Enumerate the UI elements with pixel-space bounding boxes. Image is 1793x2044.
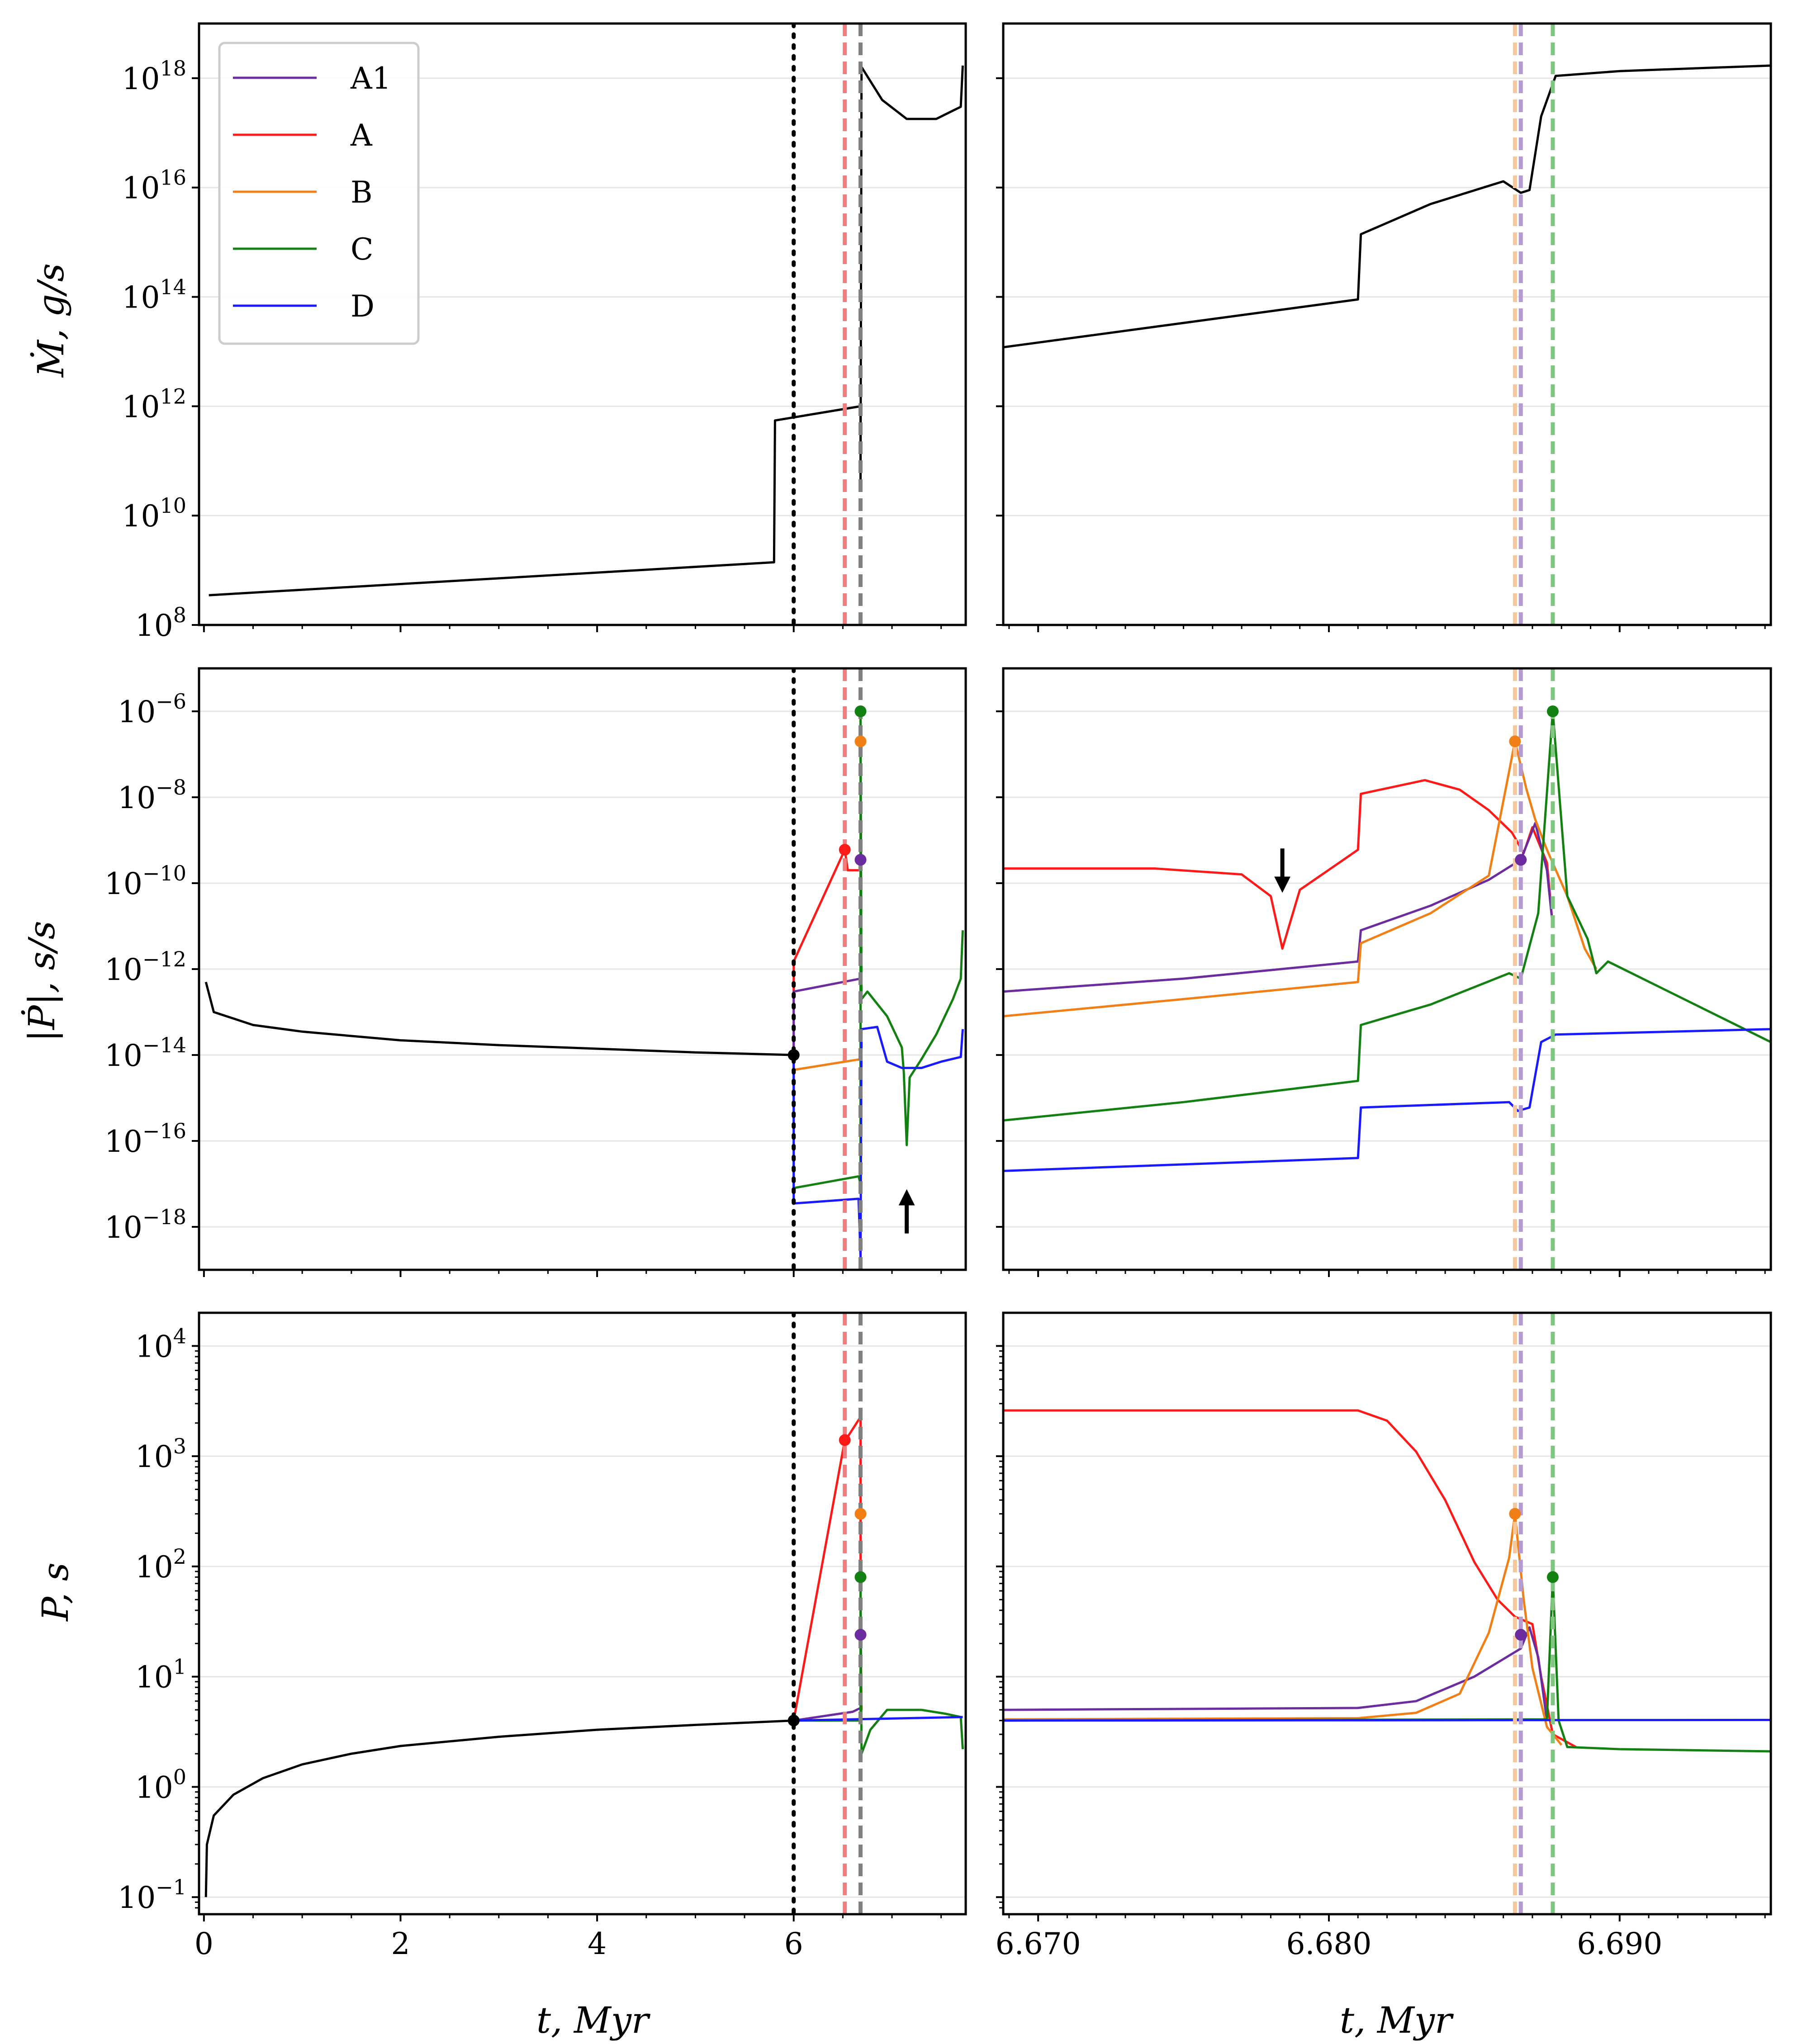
svg-text:P, s: P, s	[34, 1562, 76, 1622]
xlabel-right: t, Myr	[1340, 1999, 1454, 2041]
xtick-label: 2	[391, 1926, 410, 1961]
marker-A1	[1515, 854, 1527, 866]
series-line-A1	[1003, 822, 1554, 993]
ytick-label: 100	[135, 1765, 186, 1805]
panel-pdot-left: 10−18 10−16 10−14 10−12 10−10 10−8 10−6	[104, 667, 967, 1277]
ytick-label: 1018	[122, 56, 186, 96]
ytick-label: 104	[135, 1324, 186, 1364]
marker-B	[854, 1508, 867, 1520]
series-line-C	[792, 710, 964, 1189]
marker-A1	[854, 854, 867, 866]
ytick-label: 108	[135, 603, 186, 643]
panel-p-left: 10−1 100 101 102 103 104 0 2 4 6	[118, 1311, 967, 1961]
marker-B	[854, 735, 867, 748]
marker-C	[1546, 705, 1559, 717]
series-line-A	[792, 848, 861, 1055]
xlabel-left: t, Myr	[536, 1999, 651, 2041]
xtick-label: 0	[194, 1926, 213, 1961]
series-line-black	[204, 1719, 794, 1897]
legend-label-B: B	[351, 175, 373, 210]
ylabel-pdot: |Ṗ|, s/s	[20, 921, 63, 1042]
ytick-label: 1016	[122, 166, 186, 206]
ytick-label: 10−16	[104, 1119, 186, 1159]
series-line-A	[1003, 779, 1554, 950]
series-line-D	[1003, 1028, 1771, 1172]
ytick-label: 10−6	[118, 689, 186, 729]
svg-text:|Ṗ|, s/s: |Ṗ|, s/s	[20, 921, 63, 1042]
series-line-A	[1003, 1409, 1577, 1748]
marker-B	[1509, 1508, 1521, 1520]
plot-area	[204, 1313, 964, 1914]
panel-frame	[1002, 22, 1772, 626]
plot-area	[1003, 668, 1771, 1270]
series-line-D	[793, 1716, 963, 1722]
series-line-A1	[793, 1707, 861, 1722]
series-line-A	[792, 1409, 863, 1721]
plot-area	[204, 668, 964, 1270]
ytick-label: 10−8	[118, 775, 186, 815]
series-line-black	[204, 981, 794, 1056]
xtick-label: 6.670	[996, 1926, 1081, 1961]
marker-black	[787, 1049, 800, 1061]
panel-frame	[1002, 667, 1772, 1271]
series-line-D	[792, 1026, 964, 1258]
plot-area	[1003, 1313, 1771, 1914]
ytick-label: 1014	[122, 275, 186, 315]
series-line-B	[1003, 1513, 1563, 1746]
series-line-C	[1003, 1576, 1771, 1753]
legend-label-A1: A1	[350, 61, 391, 96]
legend-label-D: D	[351, 289, 375, 324]
xtick-label: 6.680	[1286, 1926, 1371, 1961]
legend-label-C: C	[351, 232, 374, 267]
xtick-label: 4	[588, 1926, 607, 1961]
panel-p-right: 6.670 6.680 6.690	[996, 1311, 1772, 1961]
ytick-label: 102	[135, 1544, 186, 1585]
panel-frame	[198, 667, 967, 1271]
xtick-label: 6.690	[1577, 1926, 1662, 1961]
marker-B	[1509, 735, 1521, 748]
ytick-label: 10−18	[104, 1205, 186, 1245]
ylabel-p: P, s	[34, 1562, 76, 1622]
marker-A1	[854, 1629, 867, 1641]
series-line-A1	[792, 977, 861, 1055]
series-line-C	[793, 1576, 964, 1755]
marker-A1	[1515, 1629, 1527, 1641]
ytick-label: 10−1	[118, 1875, 186, 1915]
ytick-label: 10−14	[104, 1033, 186, 1073]
panel-mdot-right	[996, 22, 1772, 632]
legend-label-A: A	[350, 118, 373, 153]
marker-C	[854, 1571, 867, 1583]
marker-black	[787, 1714, 800, 1727]
ytick-label: 1012	[122, 384, 186, 424]
series-line-C	[1003, 710, 1771, 1122]
marker-A	[839, 844, 851, 856]
legend-frame	[218, 42, 420, 345]
ytick-label: 10−12	[104, 947, 186, 987]
marker-C	[854, 705, 867, 717]
plot-area	[209, 24, 964, 625]
plot-area	[1003, 24, 1771, 625]
series-line-black	[1003, 64, 1771, 349]
marker-A	[839, 1434, 851, 1446]
panel-frame	[198, 22, 967, 626]
ytick-label: 103	[135, 1434, 186, 1474]
ytick-label: 1010	[122, 493, 186, 534]
panel-frame	[198, 1311, 967, 1916]
svg-text:Ṁ, g/s: Ṁ, g/s	[29, 263, 72, 378]
panel-frame	[1002, 1311, 1772, 1916]
series-line-A1	[1003, 1626, 1548, 1721]
marker-C	[1546, 1571, 1559, 1583]
xtick-label: 6	[784, 1926, 803, 1961]
ylabel-mdot: Ṁ, g/s	[29, 263, 72, 378]
series-line-B	[792, 1055, 861, 1071]
ytick-label: 10−10	[104, 861, 186, 901]
ytick-label: 101	[135, 1655, 186, 1695]
panel-pdot-right	[996, 667, 1772, 1277]
